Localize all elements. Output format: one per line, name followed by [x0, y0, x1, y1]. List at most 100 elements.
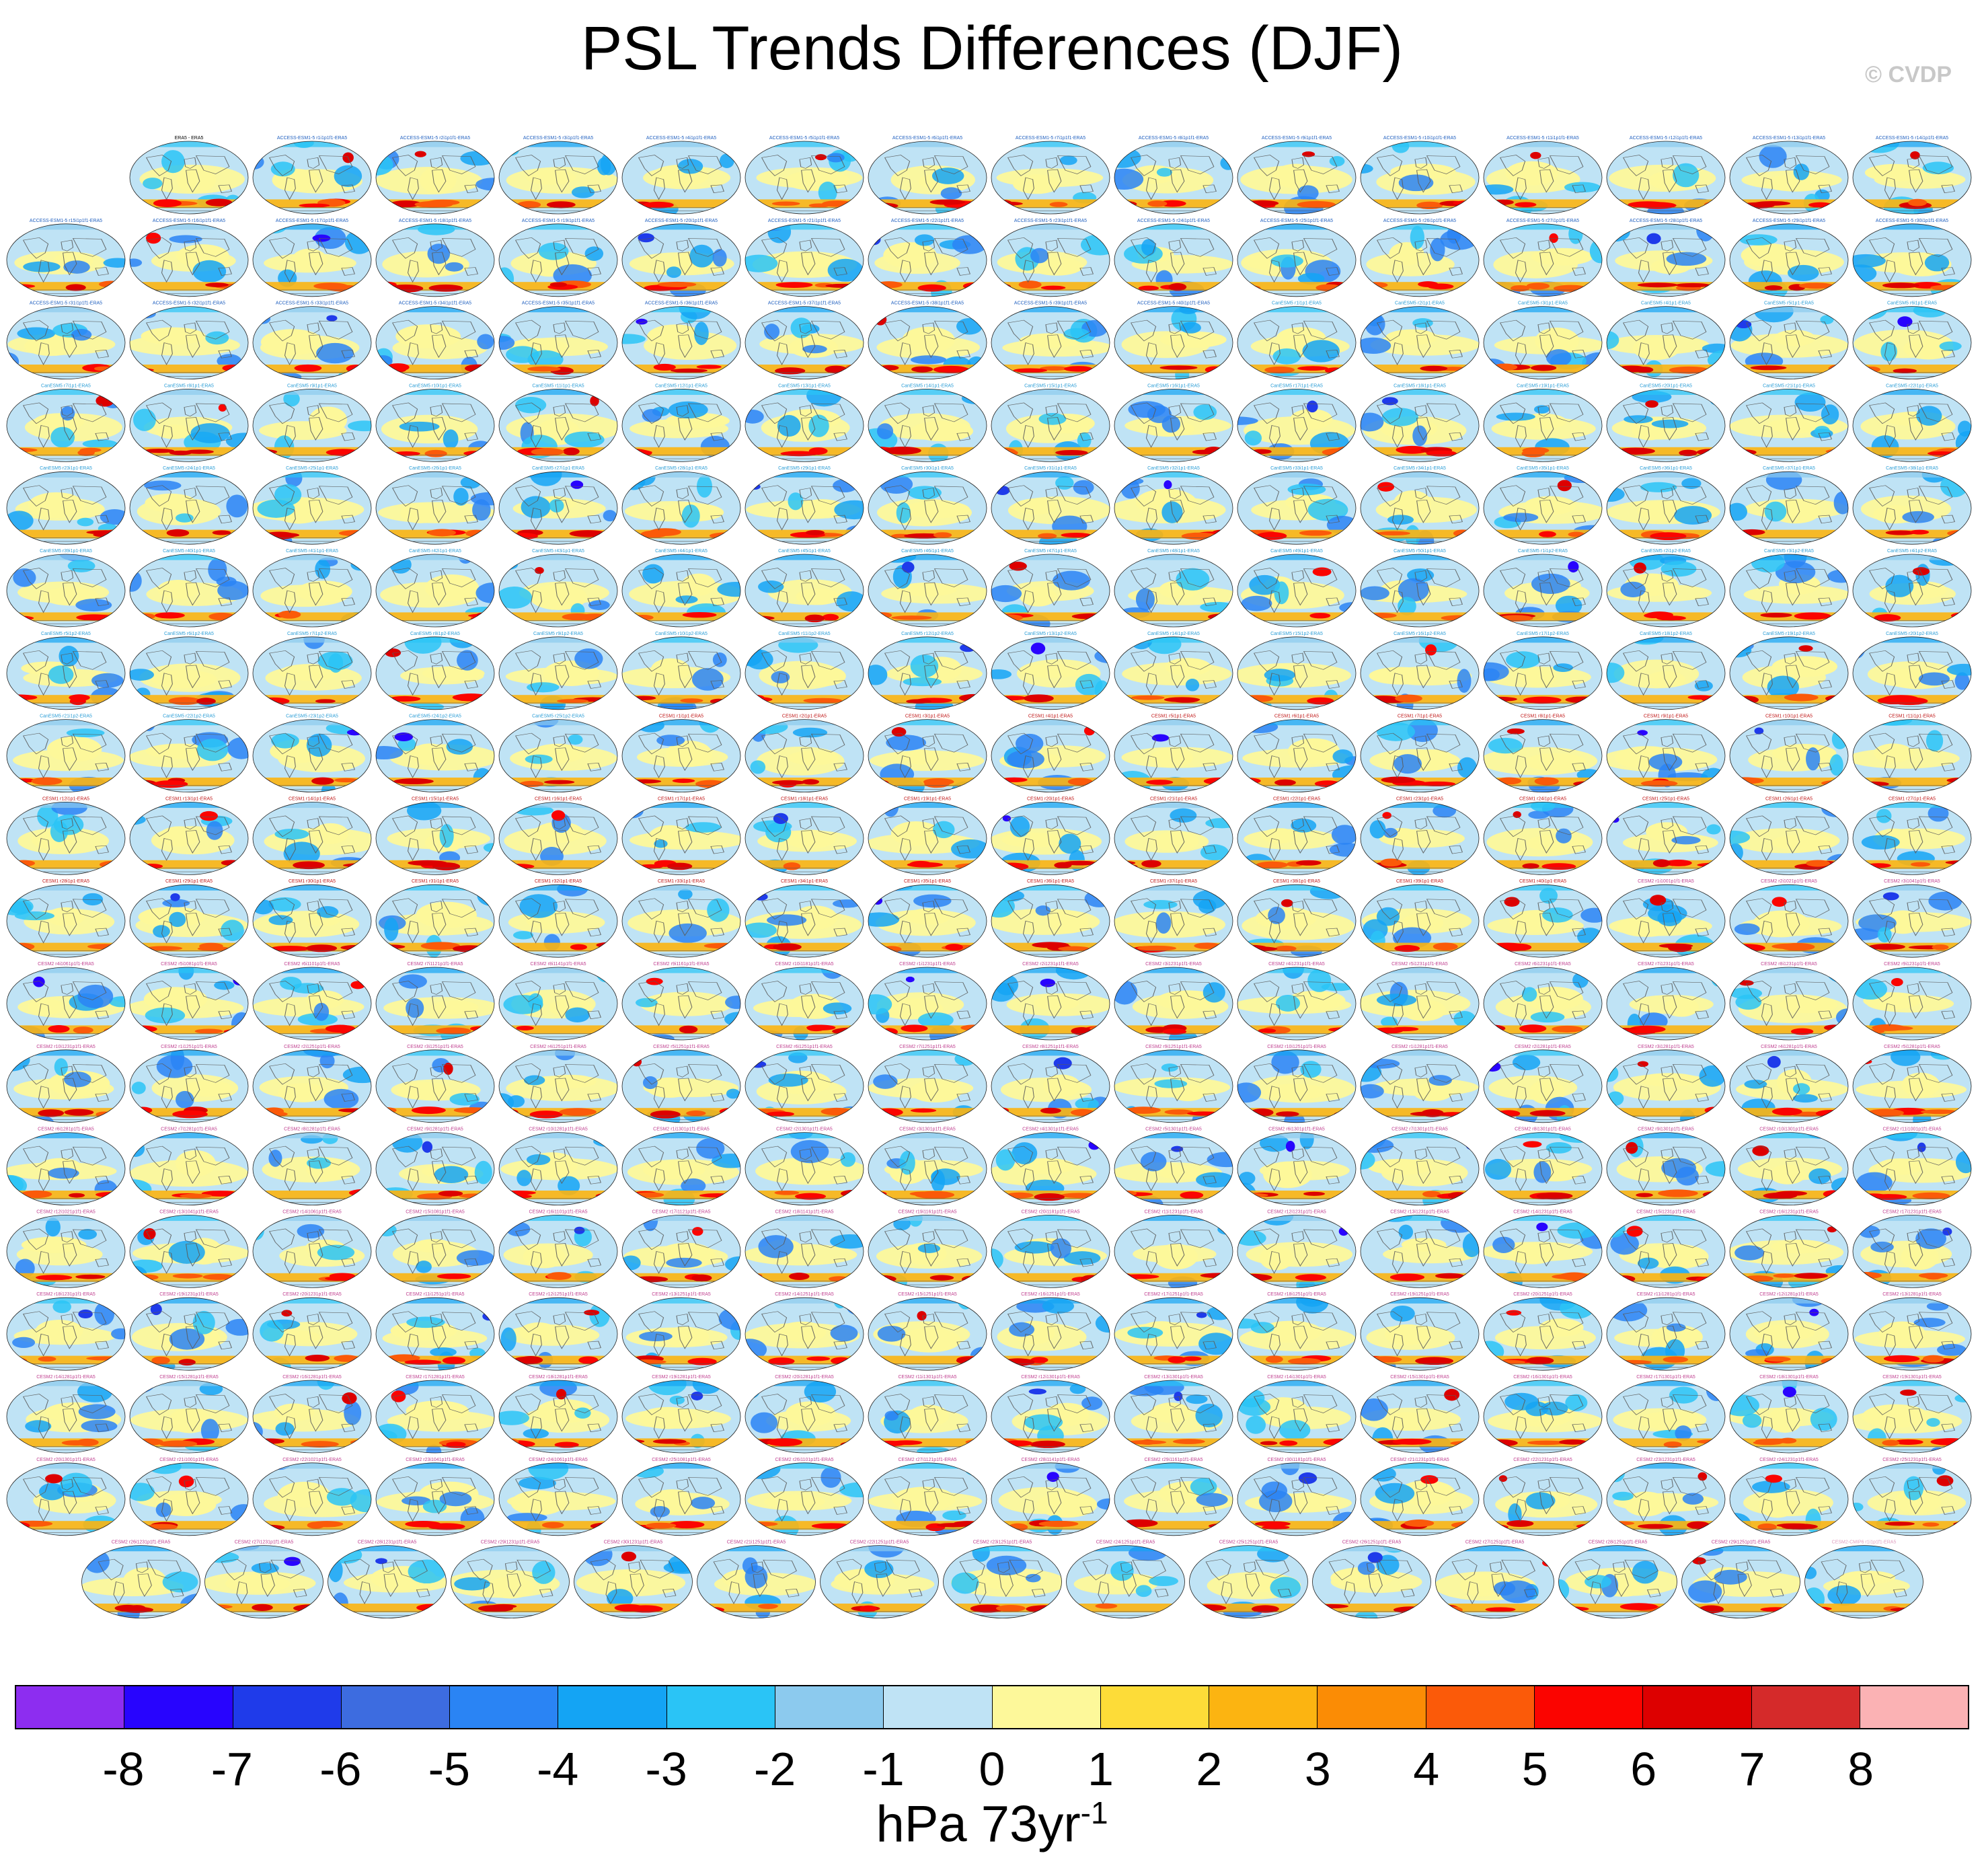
panel-title: CanESM5 r33i1p1-ERA5: [1270, 466, 1323, 471]
map-frame: [621, 967, 741, 1041]
panel-title: CESM2 r10i1301p1f1-ERA5: [1759, 1127, 1819, 1132]
colorbar: [15, 1685, 1969, 1729]
panel-title: CESM2 r3i1251p1f1-ERA5: [407, 1045, 463, 1049]
map-panel: CESM2 r16i1251p1f1-ERA5: [991, 1292, 1110, 1371]
panel-title: CESM1 r29i1p1-ERA5: [165, 879, 213, 884]
map-frame: [1114, 1462, 1233, 1536]
map-panel: CESM1 r13i1p1-ERA5: [129, 796, 249, 875]
map-frame: [1360, 1132, 1480, 1205]
map-panel: CanESM5 r30i1p1-ERA5: [868, 466, 987, 545]
map-frame: [1852, 1380, 1972, 1454]
map-frame: [1852, 719, 1972, 792]
map-frame: [498, 719, 618, 792]
map-panel: CanESM5 r37i1p1-ERA5: [1729, 466, 1849, 545]
map-frame: [498, 1049, 618, 1123]
map-frame: [1114, 1297, 1233, 1371]
map-panel: CanESM5 r45i1p1-ERA5: [745, 549, 864, 628]
map-frame: [621, 1215, 741, 1288]
map-frame: [498, 967, 618, 1041]
map-frame: [252, 1049, 372, 1123]
map-frame: [1729, 141, 1849, 215]
map-panel: CESM1 r1i1p1-ERA5: [621, 714, 741, 792]
panel-title: CESM2 r11i1251p1f1-ERA5: [406, 1292, 464, 1297]
map-panel: CESM1 r30i1p1-ERA5: [252, 879, 372, 958]
panel-title: ACCESS-ESM1-5 r17i1p1f1-ERA5: [276, 219, 348, 223]
map-frame: [991, 967, 1110, 1041]
map-frame: [745, 1049, 864, 1123]
panel-title: CESM1 r34i1p1-ERA5: [781, 879, 828, 884]
map-panel: CESM2 r15i1281p1f1-ERA5: [129, 1375, 249, 1454]
map-panel: CESM2 r23i1231p1f1-ERA5: [1606, 1458, 1726, 1536]
map-frame: [991, 471, 1110, 545]
panel-title: CanESM5 r16i1p1-ERA5: [1147, 383, 1200, 388]
map-panel: CESM2 r23i1041p1f1-ERA5: [375, 1458, 495, 1536]
panel-title: CESM2 r7i1281p1f1-ERA5: [161, 1127, 217, 1132]
map-frame: [1729, 884, 1849, 958]
map-panel: CanESM5 r49i1p1-ERA5: [1237, 549, 1357, 628]
map-panel: CESM2 r18i1251p1f1-ERA5: [1237, 1292, 1357, 1371]
panel-title: CESM2 r14i1301p1f1-ERA5: [1267, 1375, 1326, 1380]
map-frame: [868, 554, 987, 628]
map-frame: [81, 1545, 200, 1619]
map-frame: [991, 884, 1110, 958]
map-panel: CESM2 r12i1301p1f1-ERA5: [991, 1375, 1110, 1454]
map-panel: ACCESS-ESM1-5 r10i1p1f1-ERA5: [1360, 136, 1480, 215]
panel-title: CanESM5 r40i1p1-ERA5: [163, 549, 215, 554]
panel-title: ACCESS-ESM1-5 r7i1p1f1-ERA5: [1016, 136, 1085, 141]
map-panel: CanESM5 r16i1p1-ERA5: [1114, 383, 1233, 462]
map-panel: CanESM5 r23i1p1-ERA5: [6, 466, 126, 545]
panel-title: CESM1 r24i1p1-ERA5: [1519, 796, 1566, 801]
map-panel: CanESM5 r14i1p2-ERA5: [1114, 632, 1233, 710]
map-frame: [252, 802, 372, 875]
panel-title: CESM2 r25i1251p1f1-ERA5: [1219, 1540, 1279, 1545]
map-frame: [129, 636, 249, 710]
map-frame: [745, 1132, 864, 1205]
colorbar-box-1: [124, 1686, 233, 1728]
panel-title: CESM1 r23i1p1-ERA5: [1396, 796, 1443, 801]
map-panel: CESM2 r10i1301p1f1-ERA5: [1729, 1127, 1849, 1205]
map-panel: CanESM5 r23i1p2-ERA5: [252, 714, 372, 792]
map-frame: [745, 719, 864, 792]
panel-title: CESM2 r10i1231p1f1-ERA5: [36, 1045, 96, 1049]
panel-title: CESM2 r5i1251p1f1-ERA5: [653, 1045, 710, 1049]
map-panel: CESM2 r19i1281p1f1-ERA5: [621, 1375, 741, 1454]
map-frame: [868, 719, 987, 792]
panel-title: CESM2 r28i1231p1f1-ERA5: [358, 1540, 417, 1545]
map-frame: [621, 1049, 741, 1123]
map-panel: CanESM5 r43i1p1-ERA5: [498, 549, 618, 628]
panel-title: ACCESS-ESM1-5 r8i1p1f1-ERA5: [1139, 136, 1209, 141]
panel-title: CESM2 r20i1231p1f1-ERA5: [282, 1292, 342, 1297]
map-panel: CESM2 r15i1231p1f1-ERA5: [1606, 1209, 1726, 1288]
map-frame: [991, 389, 1110, 462]
map-panel: CanESM5 r42i1p1-ERA5: [375, 549, 495, 628]
panel-title: CanESM5 r45i1p1-ERA5: [778, 549, 831, 554]
panel-title: CESM2 r28i1141p1f1-ERA5: [1021, 1458, 1079, 1462]
map-panel: CESM2 r6i1251p1f1-ERA5: [745, 1045, 864, 1123]
panel-title: CESM1 r9i1p1-ERA5: [1644, 714, 1688, 719]
panel-title: ACCESS-ESM1-5 r28i1p1f1-ERA5: [1630, 219, 1702, 223]
map-frame: [129, 389, 249, 462]
map-panel: CESM2 r29i1161p1f1-ERA5: [1114, 1458, 1233, 1536]
map-frame: [1237, 1297, 1357, 1371]
panel-title: CESM2 r4i1281p1f1-ERA5: [1761, 1045, 1817, 1049]
map-panel: CanESM5 r22i1p1-ERA5: [1852, 383, 1972, 462]
map-panel: CESM2 r2i1231p1f1-ERA5: [991, 962, 1110, 1041]
map-frame: [1729, 1297, 1849, 1371]
map-frame: [1237, 1049, 1357, 1123]
map-frame: [621, 719, 741, 792]
units-text: hPa 73yr: [876, 1795, 1081, 1853]
map-frame: [451, 1545, 570, 1619]
map-frame: [745, 306, 864, 380]
panel-title: CanESM5 r49i1p1-ERA5: [1270, 549, 1323, 554]
map-frame: [1114, 306, 1233, 380]
map-panel: CESM2 r26i1251p1f1-ERA5: [1312, 1540, 1431, 1619]
panel-title: CESM2 r1i1301p1f1-ERA5: [653, 1127, 710, 1132]
map-panel: CESM2 r17i1231p1f1-ERA5: [1852, 1209, 1972, 1288]
map-panel: ACCESS-ESM1-5 r27i1p1f1-ERA5: [1483, 219, 1603, 297]
map-panel: CESM2 r6i1101p1f1-ERA5: [252, 962, 372, 1041]
map-panel: CESM1 r6i1p1-ERA5: [1237, 714, 1357, 792]
map-panel: CanESM5 r31i1p1-ERA5: [991, 466, 1110, 545]
panel-title: CESM2 r11i1281p1f1-ERA5: [1636, 1292, 1695, 1297]
map-panel: CESM2 r20i1231p1f1-ERA5: [252, 1292, 372, 1371]
panel-title: CESM2 r23i1041p1f1-ERA5: [406, 1458, 465, 1462]
